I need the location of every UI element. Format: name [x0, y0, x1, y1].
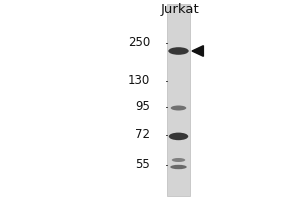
Ellipse shape	[168, 47, 189, 55]
Text: 95: 95	[135, 100, 150, 114]
Text: 130: 130	[128, 74, 150, 88]
Polygon shape	[192, 46, 203, 56]
Ellipse shape	[170, 165, 187, 169]
Text: 72: 72	[135, 129, 150, 142]
Ellipse shape	[169, 133, 188, 140]
Text: 55: 55	[135, 158, 150, 171]
Bar	[167, 4, 190, 196]
Text: 250: 250	[128, 36, 150, 49]
Ellipse shape	[171, 106, 186, 110]
Ellipse shape	[172, 158, 185, 162]
Text: Jurkat: Jurkat	[160, 2, 200, 16]
